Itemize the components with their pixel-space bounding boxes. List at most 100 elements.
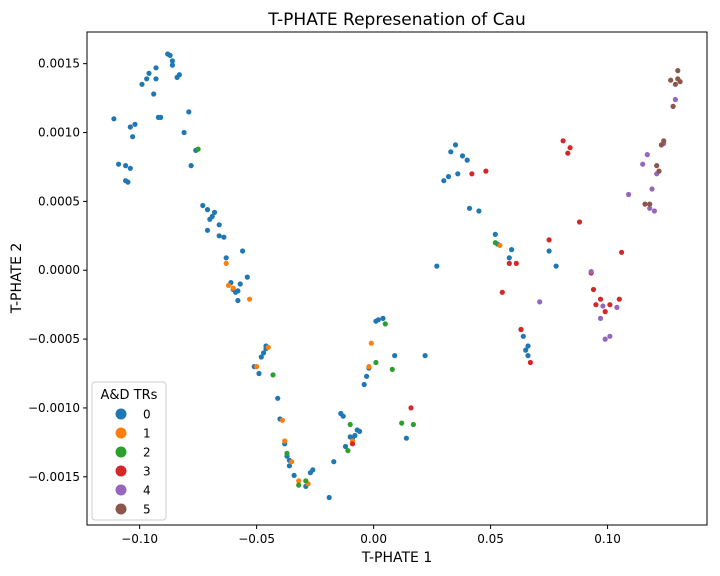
data-point — [616, 296, 622, 302]
data-point — [464, 157, 470, 163]
plot-frame — [86, 31, 708, 526]
data-point — [247, 296, 253, 302]
data-point — [672, 81, 679, 87]
data-point — [410, 421, 416, 428]
data-point — [588, 269, 594, 275]
data-point — [256, 370, 262, 377]
x-tick-label: 0.00 — [360, 532, 387, 546]
data-point — [403, 435, 409, 441]
data-point — [361, 381, 367, 388]
x-axis-label: T-PHATE 1 — [361, 550, 433, 566]
data-point — [658, 142, 665, 148]
data-point — [132, 121, 138, 127]
data-point — [607, 302, 613, 308]
data-point — [492, 231, 498, 237]
data-point — [382, 321, 388, 327]
legend-box — [91, 381, 167, 521]
data-point — [204, 207, 211, 213]
data-point — [286, 463, 292, 469]
data-point — [520, 333, 526, 339]
legend-marker — [115, 427, 127, 439]
x-tick-label: −0.10 — [121, 532, 158, 546]
legend-marker — [115, 446, 127, 458]
data-point — [349, 441, 356, 447]
chart-title: T-PHATE Represenation of Cau — [267, 10, 526, 30]
data-point — [445, 174, 452, 180]
data-point — [235, 288, 241, 294]
data-point — [469, 171, 475, 177]
data-point — [375, 317, 381, 323]
data-point — [590, 286, 597, 293]
data-point — [422, 353, 428, 359]
data-point — [597, 296, 604, 302]
data-point — [188, 163, 194, 169]
data-point — [331, 459, 337, 465]
data-point — [284, 450, 290, 456]
data-point — [153, 65, 159, 71]
data-point — [672, 96, 679, 103]
data-point — [656, 168, 662, 174]
data-point — [204, 227, 211, 233]
data-point — [169, 62, 175, 68]
data-point — [602, 336, 608, 342]
data-point — [509, 247, 515, 253]
data-point — [651, 208, 658, 214]
y-tick-label: 0.0000 — [38, 263, 80, 277]
data-point — [677, 79, 683, 85]
data-point — [139, 81, 145, 87]
legend-label: 1 — [143, 427, 151, 441]
legend: A&D TRs 0 1 2 3 4 5 — [91, 381, 167, 521]
data-point — [123, 163, 129, 169]
data-point — [211, 209, 218, 215]
x-tick-label: −0.05 — [238, 532, 275, 546]
data-point — [345, 448, 351, 454]
data-point — [282, 438, 288, 444]
legend-label: 5 — [143, 503, 151, 517]
legend-items: 0 1 2 3 4 5 — [115, 408, 151, 517]
data-point — [399, 420, 405, 426]
data-point — [614, 304, 620, 310]
data-point — [647, 205, 653, 211]
data-point — [155, 114, 161, 120]
data-point — [169, 58, 175, 64]
data-point — [506, 255, 512, 261]
data-point — [275, 395, 281, 401]
data-point — [216, 222, 222, 228]
data-point — [459, 153, 466, 159]
data-point — [340, 413, 346, 419]
data-point — [607, 333, 613, 339]
legend-label: 4 — [143, 484, 151, 498]
data-point — [342, 443, 349, 450]
data-point — [647, 201, 653, 207]
legend-title: A&D TRs — [101, 388, 158, 403]
data-point — [597, 315, 604, 321]
data-point — [167, 52, 173, 59]
data-point — [600, 303, 606, 309]
data-point — [525, 343, 531, 349]
data-point — [195, 146, 201, 152]
data-point — [537, 299, 543, 305]
legend-marker — [115, 408, 127, 420]
data-point — [279, 417, 285, 423]
data-point — [506, 260, 512, 266]
series-5 — [642, 68, 683, 207]
legend-label: 3 — [143, 465, 151, 479]
data-point — [244, 274, 250, 280]
data-point — [230, 285, 236, 291]
legend-marker — [115, 484, 127, 496]
data-point — [352, 432, 358, 439]
data-point — [640, 161, 646, 167]
data-point — [364, 373, 370, 379]
data-point — [527, 359, 534, 366]
data-point — [310, 467, 316, 473]
data-point — [380, 315, 386, 321]
data-point — [186, 109, 192, 115]
data-point — [654, 163, 660, 169]
data-point — [553, 263, 559, 269]
data-point — [125, 179, 131, 185]
ticks-layer: −0.10 −0.05 0.00 0.05 0.10 −0.0015 −0.0010 −0.0… — [28, 57, 621, 546]
data-point — [560, 138, 566, 144]
data-point — [200, 202, 206, 209]
data-point — [492, 240, 498, 246]
